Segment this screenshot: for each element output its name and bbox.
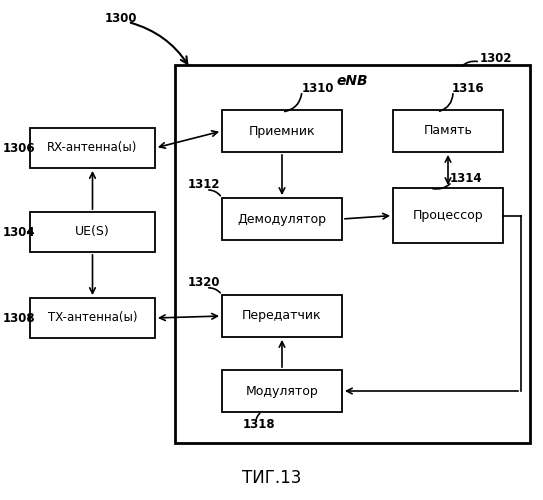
Text: Приемник: Приемник (249, 124, 315, 138)
Text: 1314: 1314 (450, 172, 483, 184)
Bar (222, 370, 342, 412)
Text: UE(S): UE(S) (75, 226, 110, 238)
Text: Процессор: Процессор (413, 209, 483, 222)
Text: 1302: 1302 (480, 52, 513, 64)
Text: 1310: 1310 (302, 82, 334, 94)
Bar (175, 65, 530, 443)
Bar (222, 198, 342, 240)
Bar (30, 212, 155, 252)
Text: Передатчик: Передатчик (242, 310, 322, 322)
Text: 1316: 1316 (452, 82, 484, 94)
Text: ΤИГ.13: ΤИГ.13 (242, 469, 301, 487)
Text: eNB: eNB (337, 74, 368, 88)
Text: 1320: 1320 (188, 276, 220, 289)
Text: RX-антенна(ы): RX-антенна(ы) (47, 142, 138, 154)
Bar (30, 298, 155, 338)
Bar (222, 110, 342, 152)
Text: 1306: 1306 (3, 142, 36, 154)
Bar (30, 128, 155, 168)
Bar (393, 110, 503, 152)
Text: Память: Память (424, 124, 472, 138)
Text: 1304: 1304 (3, 226, 36, 238)
Bar (393, 188, 503, 243)
Bar (222, 295, 342, 337)
Text: Модулятор: Модулятор (245, 384, 318, 398)
Text: 1308: 1308 (3, 312, 36, 324)
Text: TX-антенна(ы): TX-антенна(ы) (48, 312, 137, 324)
Text: 1300: 1300 (105, 12, 137, 24)
Text: Демодулятор: Демодулятор (237, 212, 326, 226)
Text: 1312: 1312 (188, 178, 220, 192)
Text: 1318: 1318 (243, 418, 276, 432)
